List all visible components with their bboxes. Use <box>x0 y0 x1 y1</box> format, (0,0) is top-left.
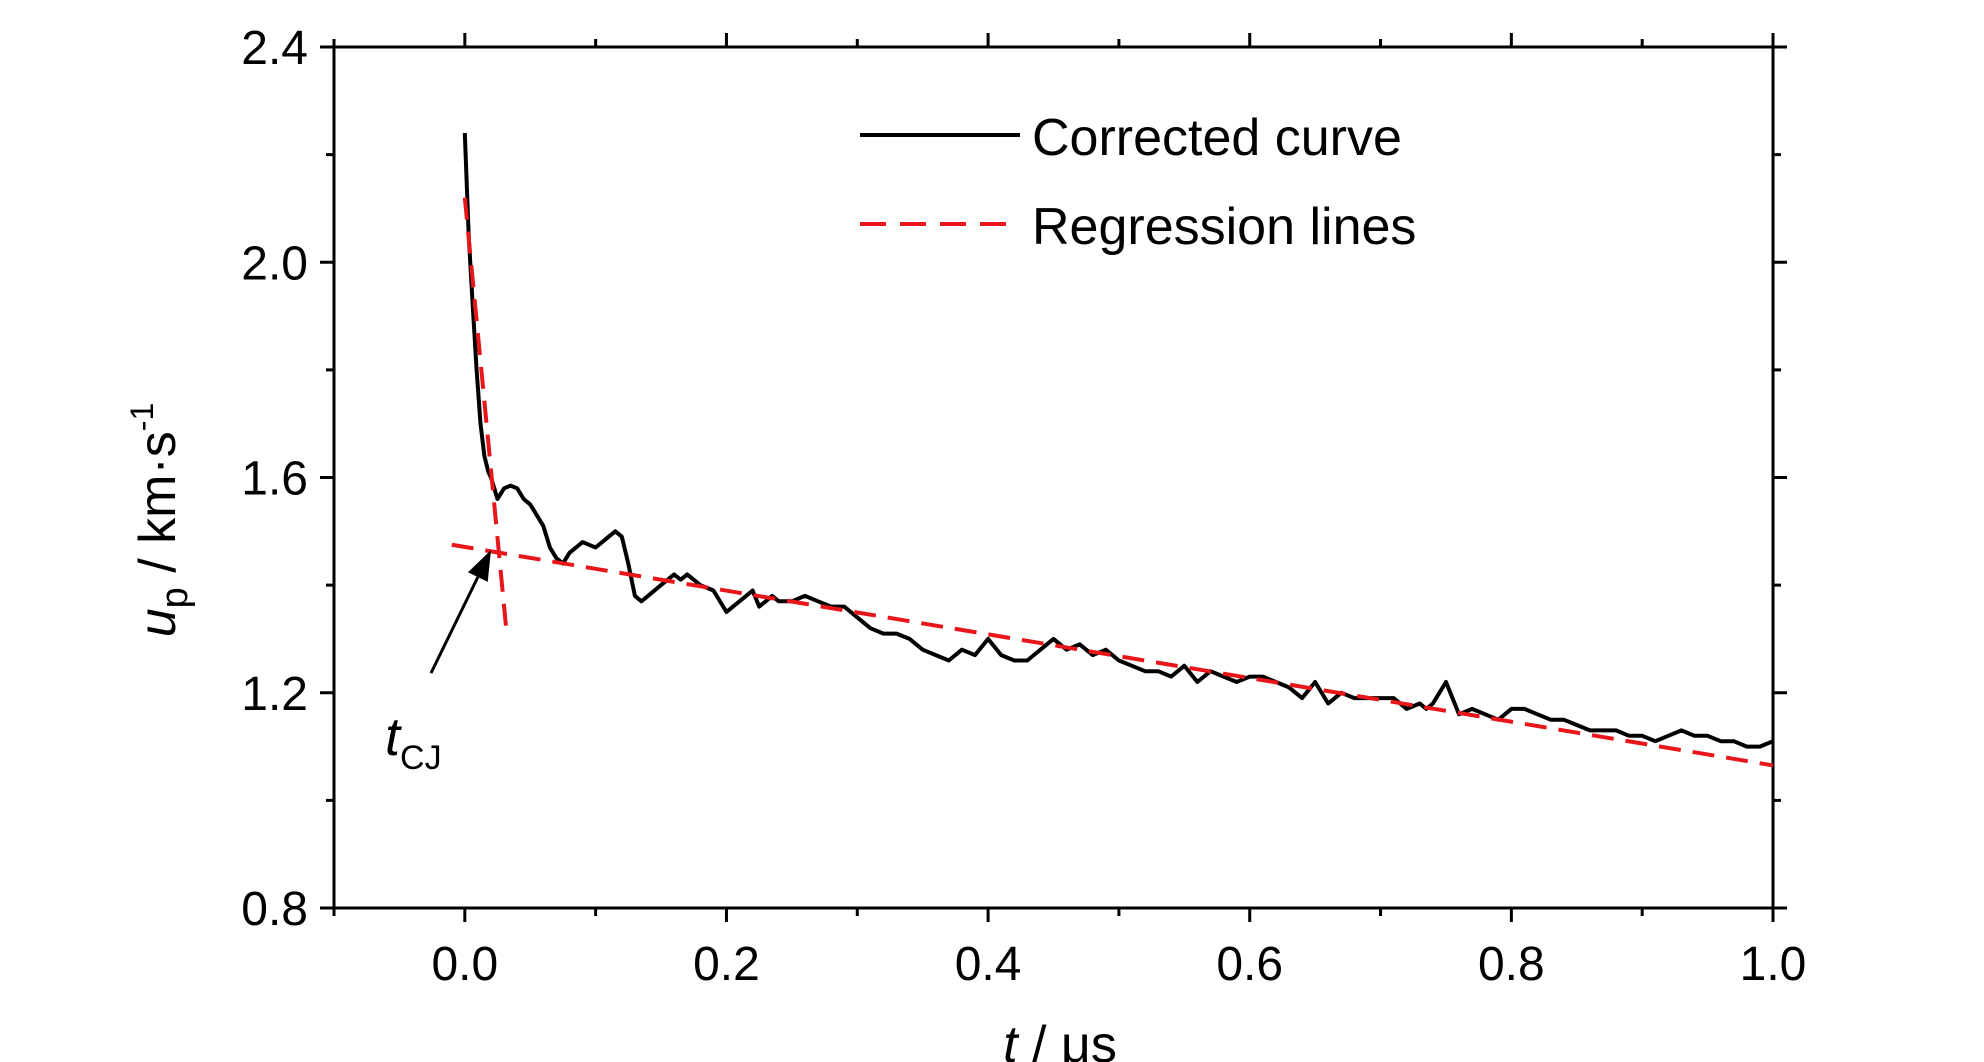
legend: Corrected curve Regression lines <box>860 109 1416 256</box>
x-axis-title: t / μs <box>1003 1016 1117 1062</box>
plot-frame <box>332 45 1775 910</box>
y-tick-label: 1.2 <box>241 668 308 721</box>
x-tick-label: 0.2 <box>693 938 760 991</box>
annotation-label: tCJ <box>385 707 442 777</box>
annotation-arrowhead <box>467 550 491 582</box>
axis-ticks: 0.0 0.2 0.4 0.6 0.8 1.0 0.8 1.2 1.6 2.0 2.4 <box>241 22 1806 991</box>
y-axis-title: up / km·s-1 <box>124 403 196 638</box>
x-tick-label: 0.4 <box>955 938 1022 991</box>
y-tick-label: 2.0 <box>241 237 308 290</box>
x-tick-label: 0.6 <box>1216 938 1283 991</box>
y-tick-label: 2.4 <box>241 22 308 75</box>
y-tick-label: 1.6 <box>241 453 308 506</box>
annotation-tcj: tCJ <box>385 550 491 777</box>
series-corrected-curve <box>462 133 1774 749</box>
legend-label-corrected-curve: Corrected curve <box>1032 109 1402 167</box>
y-tick-label: 0.8 <box>241 883 308 936</box>
regression-line-1 <box>462 197 509 634</box>
x-tick-label: 1.0 <box>1740 938 1807 991</box>
series-layer <box>451 133 1774 768</box>
legend-label-regression-lines: Regression lines <box>1032 198 1416 256</box>
x-tick-label: 0.8 <box>1478 938 1545 991</box>
annotation-arrow <box>429 576 480 674</box>
plot-area <box>332 45 1775 910</box>
x-tick-label: 0.0 <box>431 938 498 991</box>
regression-line-2 <box>451 542 1774 768</box>
